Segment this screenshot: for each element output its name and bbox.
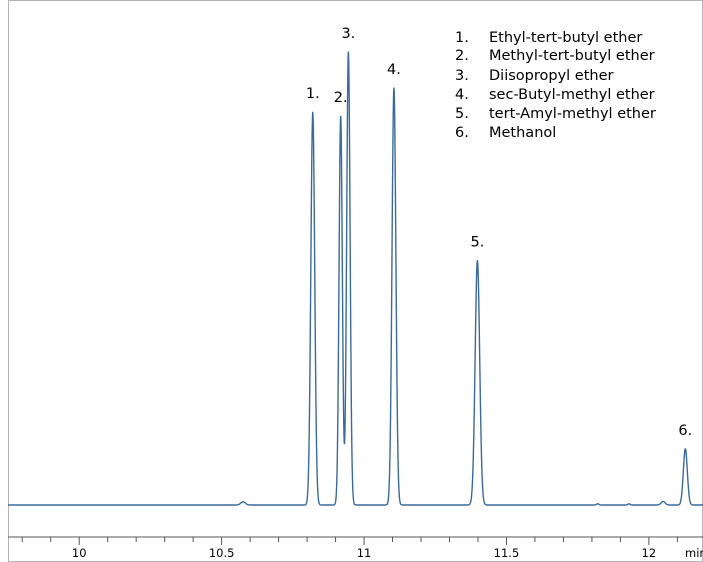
peak-label-2: 2. (334, 90, 348, 106)
peak-label-4: 4. (387, 62, 401, 78)
legend-name-3: Diisopropyl ether (489, 68, 614, 84)
plot-frame (8, 0, 703, 562)
x-unit-label: min (685, 546, 703, 560)
legend-name-1: Ethyl-tert-butyl ether (489, 30, 642, 46)
x-tick-label: 12 (642, 546, 657, 560)
trace-line (7, 51, 703, 506)
legend: 1. Ethyl-tert-butyl ether 2. Methyl-tert… (455, 30, 656, 141)
peak-label-6: 6. (678, 423, 692, 439)
x-tick-label: 10 (72, 546, 87, 560)
legend-name-5: tert-Amyl-methyl ether (489, 106, 656, 122)
x-tick-label: 10.5 (209, 546, 235, 560)
legend-number-5: 5. (455, 106, 469, 122)
legend-number-4: 4. (455, 87, 469, 103)
x-tick-label: 11 (357, 546, 372, 560)
chromatogram-trace (7, 51, 703, 506)
legend-number-1: 1. (455, 30, 469, 46)
peak-label-5: 5. (470, 234, 484, 250)
x-tick-label: 11.5 (494, 546, 520, 560)
x-axis: 10 10.5 11 11.5 12 min (8, 536, 703, 560)
peak-label-3: 3. (341, 26, 355, 42)
legend-name-4: sec-Butyl-methyl ether (489, 87, 655, 103)
peak-labels: 1. 2. 3. 4. 5. 6. (306, 26, 692, 439)
legend-name-6: Methanol (489, 125, 556, 141)
peak-label-1: 1. (306, 86, 320, 102)
legend-number-6: 6. (455, 125, 469, 141)
legend-number-3: 3. (455, 68, 469, 84)
legend-number-2: 2. (455, 48, 469, 64)
legend-name-2: Methyl-tert-butyl ether (489, 48, 655, 64)
